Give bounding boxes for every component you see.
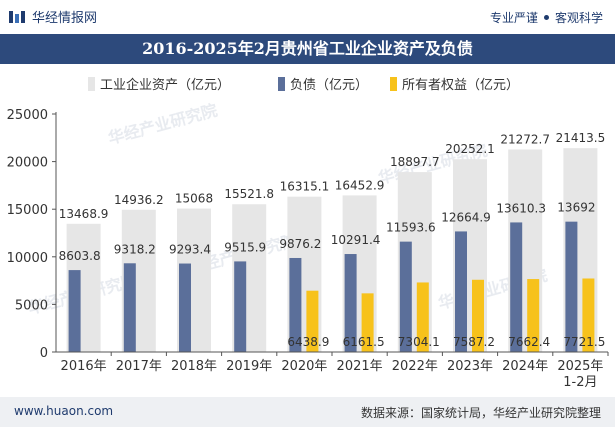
bar-liabilities [455,231,467,352]
bar-liabilities [510,222,523,352]
legend-label: 负债（亿元） [290,78,368,93]
top-bar: 华经情报网 专业严谨 客观科学 [0,0,615,34]
bar-equity [472,279,484,352]
data-label-assets: 21272.7 [500,132,550,146]
data-label-assets: 20252.1 [445,142,495,156]
data-label-equity: 7662.4 [508,335,550,349]
chart: 工业企业资产（亿元） 负债（亿元） 所有者权益（亿元） 华经产业研究院华经产业研究院… [7,77,609,390]
data-labels-group: 13468.9 8603.8 14936.2 9318.2 15068 9293.4 155… [59,131,606,349]
brand[interactable]: 华经情报网 [8,7,97,26]
legend-swatch [88,77,95,91]
legend-swatch [278,77,285,91]
data-label-assets: 21413.5 [556,131,606,145]
brand-logo-icon [9,10,25,23]
data-label-assets: 15068 [175,192,213,206]
legend-swatch [390,77,397,91]
data-label-equity: 7721.5 [563,335,605,349]
x-tick-label: 2025年 1-2月 [557,359,603,390]
bar-liabilities [399,241,412,352]
data-label-liabilities: 11593.6 [386,221,436,235]
data-label-equity: 6161.5 [343,335,385,349]
y-tick-label: 15000 [7,203,48,218]
data-label-equity: 7587.2 [453,335,495,349]
tagline-dot-icon [543,15,549,20]
y-axis: 0 5000 10000 15000 20000 25000 [7,108,57,361]
bar-equity [527,279,540,352]
x-tick-label-line: 1-2月 [563,375,597,390]
footer-source: 数据来源：国家统计局，华经产业研究院整理 [360,406,601,420]
x-tick-label-line: 2017年 [116,359,162,374]
x-tick-label: 2019年 [226,359,272,374]
bar-equity [582,278,595,352]
data-label-liabilities: 13610.3 [496,201,546,215]
x-tick-label: 2020年 [281,359,327,374]
x-axis: 2016年 2017年 2018年 2019年 2020年 2021年 2022年 2023年… [56,351,609,390]
footer: www.huaon.com 数据来源：国家统计局，华经产业研究院整理 [0,397,615,427]
data-label-assets: 15521.8 [224,187,274,201]
brand-name: 华经情报网 [32,11,98,26]
x-tick-label-line: 2018年 [171,359,217,374]
data-label-liabilities: 9318.2 [114,242,156,256]
chart-title: 2016-2025年2月贵州省工业企业资产及负债 [142,39,473,58]
x-tick-label-line: 2019年 [226,359,272,374]
title-bar: 2016-2025年2月贵州省工业企业资产及负债 [0,34,615,64]
bar-liabilities [234,261,247,352]
tagline: 专业严谨 客观科学 [490,9,603,26]
x-tick-label-line: 2020年 [281,359,327,374]
bar-equity [306,290,319,352]
data-label-assets: 13468.9 [59,207,109,221]
bar-equity [416,282,429,352]
data-label-liabilities: 10291.4 [331,233,381,247]
bar-liabilities [344,254,357,352]
y-tick-label: 10000 [7,251,48,266]
footer-website[interactable]: www.huaon.com [14,404,114,418]
x-tick-label-line: 2025年 [557,359,603,374]
bar-equity [361,293,374,352]
data-label-assets: 14936.2 [114,193,164,207]
chart-legend: 工业企业资产（亿元） 负债（亿元） 所有者权益（亿元） [88,77,519,93]
bars-group [66,148,598,352]
y-tick-label: 5000 [15,298,48,313]
data-label-equity: 6438.9 [287,335,329,349]
x-tick-label: 2016年 [61,359,107,374]
tagline-left: 专业严谨 [489,11,538,25]
y-tick-label: 25000 [7,108,48,123]
data-label-liabilities: 12664.9 [441,210,491,224]
legend-label: 工业企业资产（亿元） [100,77,230,93]
bar-liabilities [565,221,578,352]
bar-liabilities [123,263,136,352]
x-tick-label-line: 2022年 [392,359,438,374]
data-label-liabilities: 9293.4 [169,243,211,257]
x-tick-label-line: 2016年 [61,359,107,374]
data-label-liabilities: 8603.8 [59,249,101,263]
data-label-assets: 16452.9 [335,178,385,192]
legend-label: 所有者权益（亿元） [402,77,519,93]
data-label-equity: 7304.1 [398,335,440,349]
x-tick-label: 2022年 [392,359,438,374]
x-tick-label: 2021年 [337,359,383,374]
x-tick-label-line: 2023年 [447,359,493,374]
data-label-liabilities: 9515.9 [224,240,266,254]
x-tick-label: 2023年 [447,359,493,374]
bar-liabilities [289,257,302,352]
y-tick-label: 20000 [7,156,48,171]
x-tick-label-line: 2021年 [337,359,383,374]
bar-liabilities [179,263,191,352]
x-tick-label: 2017年 [116,359,162,374]
x-tick-label-line: 2024年 [502,359,548,374]
tagline-right: 客观科学 [554,11,603,25]
data-label-liabilities: 13692 [557,201,595,215]
watermark-text: 华经产业研究院 [106,101,219,148]
x-tick-label: 2018年 [171,359,217,374]
x-tick-label: 2024年 [502,359,548,374]
data-label-liabilities: 9876.2 [279,237,321,251]
data-label-assets: 18897.7 [390,155,440,169]
bar-liabilities [68,270,81,352]
data-label-assets: 16315.1 [280,180,330,194]
y-tick-label: 0 [40,346,48,361]
